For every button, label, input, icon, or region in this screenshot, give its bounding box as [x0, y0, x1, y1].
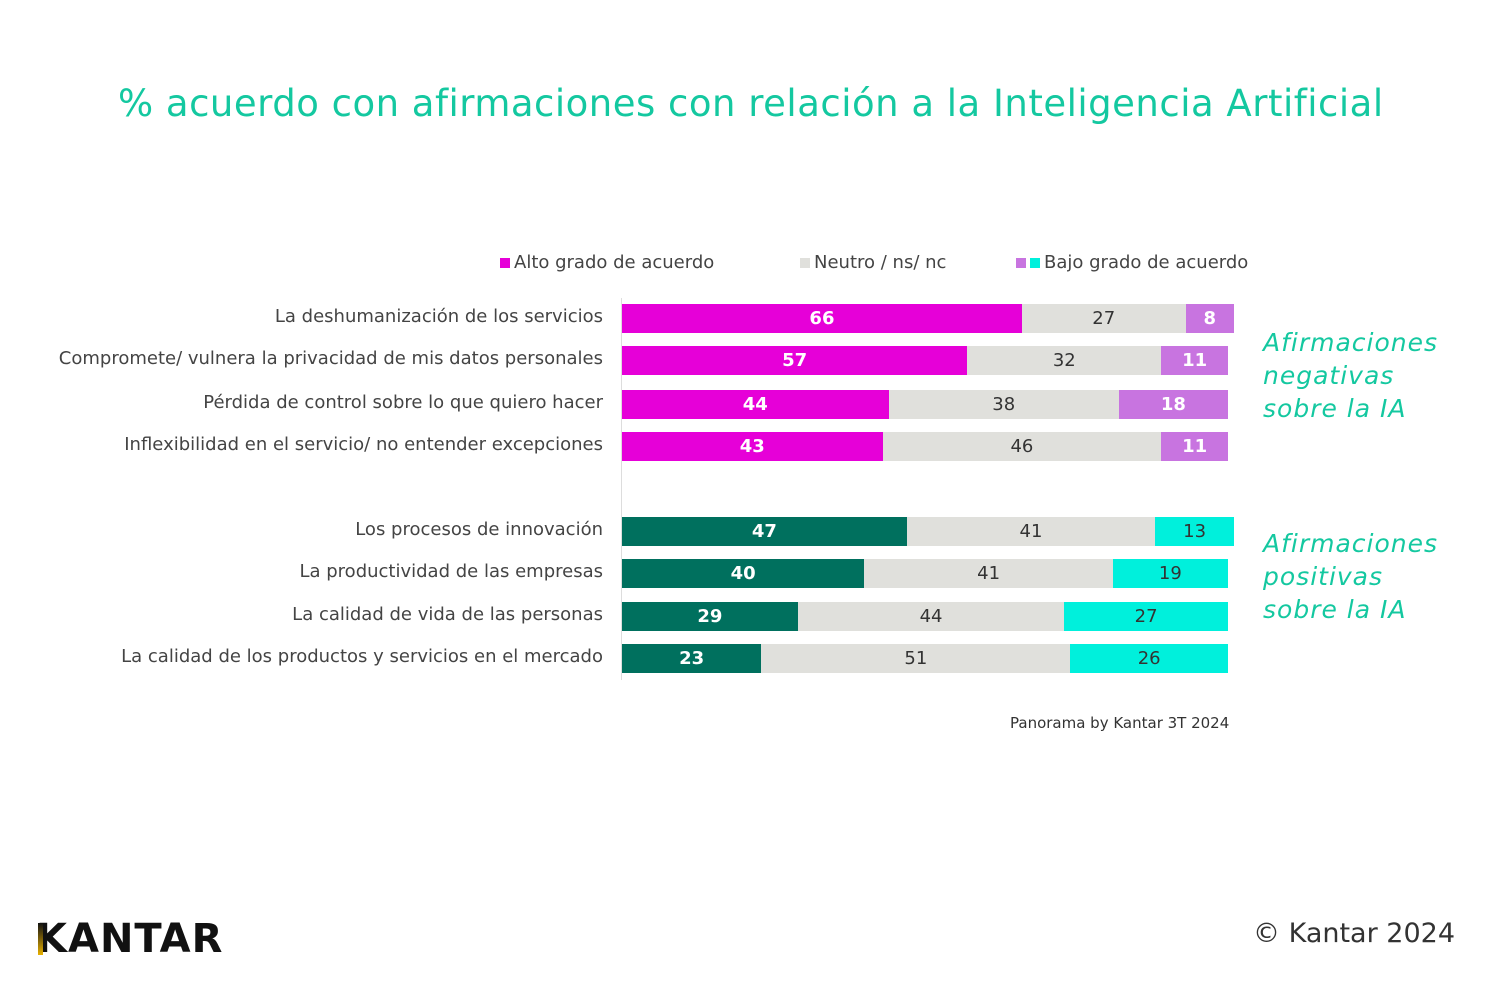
legend-swatch	[1016, 257, 1026, 268]
data-label: 27	[1092, 308, 1116, 329]
bar-neutro: 44	[797, 602, 1065, 631]
bar-neutro: 41	[864, 559, 1113, 588]
legend-label: Neutro / ns/ nc	[814, 252, 947, 273]
data-label: 27	[1134, 606, 1158, 627]
category-label: Los procesos de innovación	[355, 519, 603, 540]
bar-bajo: 11	[1161, 346, 1228, 375]
data-label: 23	[679, 648, 705, 669]
bar-alto: 23	[622, 644, 762, 673]
category-label: La productividad de las empresas	[299, 561, 603, 582]
data-label: 57	[782, 350, 808, 371]
kantar-logo: KANTAR	[36, 916, 224, 962]
group-label: Afirmaciones negativas sobre la IA	[1263, 328, 1439, 423]
category-label: La deshumanización de los servicios	[274, 306, 603, 327]
data-label: 46	[1010, 436, 1034, 457]
data-label: 29	[697, 606, 723, 627]
legend-item: Alto grado de acuerdo	[500, 252, 714, 273]
bar-alto: 57	[622, 346, 968, 375]
legend-swatch	[1030, 257, 1040, 268]
data-label: 51	[904, 648, 928, 669]
bar-bajo: 26	[1070, 644, 1228, 673]
legend-item: Neutro / ns/ nc	[800, 252, 946, 273]
data-label: 43	[739, 436, 765, 457]
data-label: 41	[977, 563, 1001, 584]
bar-alto: 44	[622, 390, 889, 419]
bar-alto: 43	[622, 432, 883, 461]
legend-swatch	[500, 257, 510, 268]
data-label: 18	[1160, 394, 1186, 415]
bar-bajo: 8	[1185, 304, 1234, 333]
data-label: 26	[1137, 648, 1161, 669]
data-label: 11	[1182, 350, 1208, 371]
data-label: 40	[730, 563, 756, 584]
bar-neutro: 51	[761, 644, 1071, 673]
data-label: 32	[1052, 350, 1076, 371]
data-label: 44	[742, 394, 768, 415]
bar-bajo: 27	[1064, 602, 1228, 631]
source-note: Panorama by Kantar 3T 2024	[1010, 714, 1230, 732]
data-label: 44	[919, 606, 943, 627]
data-label: 41	[1019, 521, 1043, 542]
bar-bajo: 19	[1112, 559, 1228, 588]
legend-label: Bajo grado de acuerdo	[1044, 252, 1249, 273]
bar-neutro: 32	[967, 346, 1162, 375]
data-label: 11	[1182, 436, 1208, 457]
bar-neutro: 46	[882, 432, 1162, 461]
category-label: La calidad de vida de las personas	[292, 604, 603, 625]
chart-title: % acuerdo con afirmaciones con relación …	[118, 82, 1384, 125]
category-label: Compromete/ vulnera la privacidad de mis…	[58, 348, 603, 369]
category-label: La calidad de los productos y servicios …	[121, 646, 603, 667]
bar-neutro: 27	[1021, 304, 1186, 333]
bar-alto: 29	[622, 602, 798, 631]
bar-alto: 40	[622, 559, 865, 588]
legend-item: Bajo grado de acuerdo	[1016, 252, 1248, 273]
copyright: © Kantar 2024	[1253, 918, 1455, 949]
y-axis-line	[621, 298, 622, 680]
data-label: 8	[1203, 308, 1217, 329]
data-label: 47	[751, 521, 777, 542]
bar-bajo: 18	[1118, 390, 1228, 419]
bar-neutro: 38	[888, 390, 1119, 419]
bar-neutro: 41	[906, 517, 1156, 546]
legend-swatch	[800, 257, 810, 268]
legend-label: Alto grado de acuerdo	[514, 252, 715, 273]
bar-alto: 47	[622, 517, 907, 546]
bar-alto: 66	[622, 304, 1022, 333]
bar-bajo: 11	[1161, 432, 1228, 461]
group-label: Afirmaciones positivas sobre la IA	[1263, 529, 1439, 624]
data-label: 38	[992, 394, 1016, 415]
data-label: 13	[1183, 521, 1207, 542]
data-label: 19	[1158, 563, 1182, 584]
bar-bajo: 13	[1155, 517, 1234, 546]
category-label: Inflexibilidad en el servicio/ no entend…	[124, 434, 603, 455]
category-label: Pérdida de control sobre lo que quiero h…	[203, 392, 603, 413]
data-label: 66	[809, 308, 835, 329]
